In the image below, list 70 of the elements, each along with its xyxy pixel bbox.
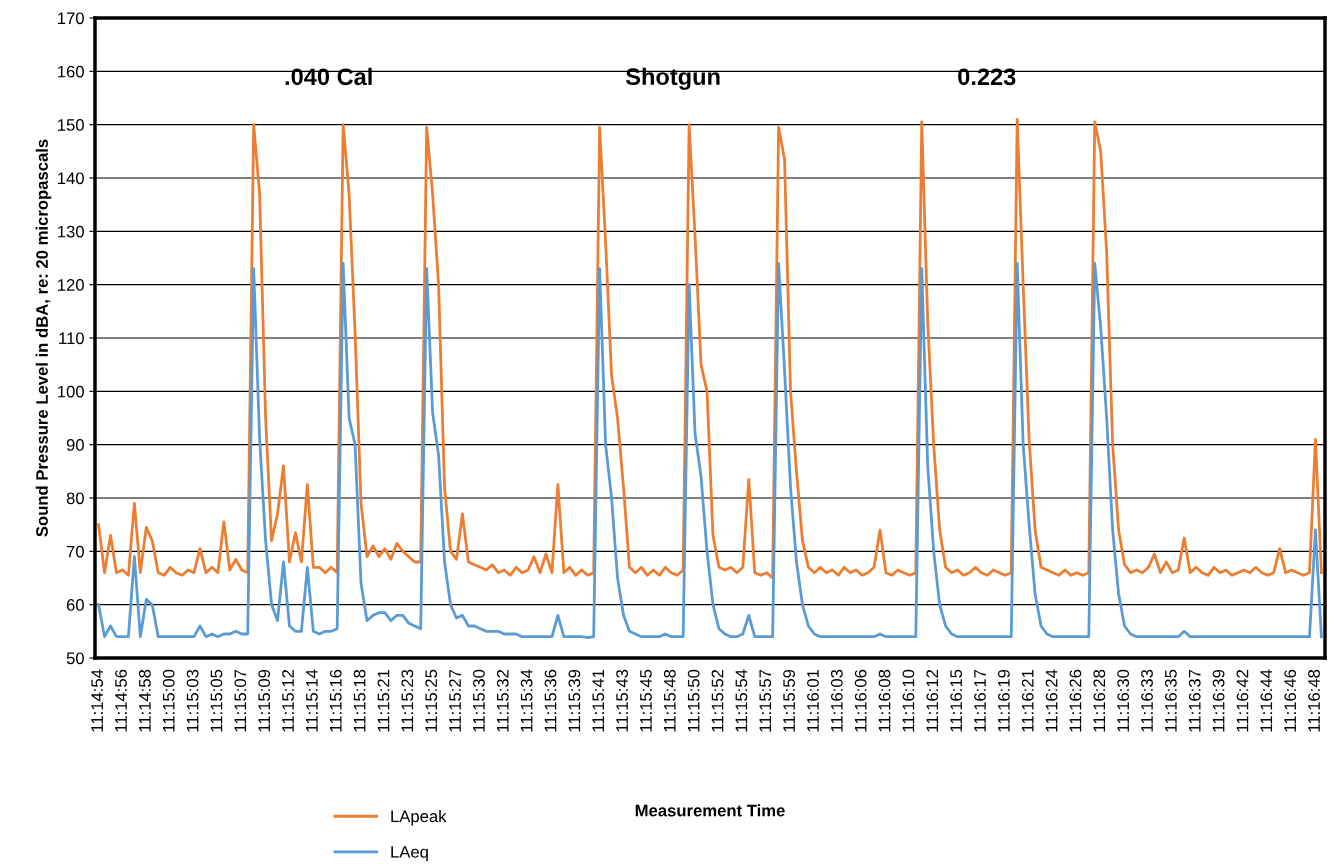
x-tick-label: 11:15:27 bbox=[449, 669, 461, 732]
x-axis-title: Measurement Time bbox=[635, 804, 785, 817]
x-tick-label: 11:16:30 bbox=[1117, 669, 1130, 732]
x-tick-label: 11:16:39 bbox=[1212, 669, 1225, 732]
x-tick-label: 11:15:00 bbox=[162, 669, 175, 732]
x-tick-label: 11:15:48 bbox=[663, 669, 676, 732]
y-tick-label: 130 bbox=[58, 225, 84, 238]
x-tick-label: 11:15:57 bbox=[759, 669, 772, 732]
x-tick-label: 11:16:10 bbox=[902, 669, 915, 732]
x-tick-label: 11:15:54 bbox=[735, 669, 748, 732]
x-tick-label: 11:16:48 bbox=[1308, 669, 1320, 732]
x-tick-label: 11:15:25 bbox=[425, 669, 438, 732]
x-tick-label: 11:16:12 bbox=[926, 669, 939, 732]
x-tick-label: 11:15:23 bbox=[401, 669, 414, 732]
x-tick-label: 11:16:17 bbox=[974, 669, 986, 732]
x-tick-label: 11:15:09 bbox=[258, 669, 271, 732]
x-tick-label: 11:16:42 bbox=[1236, 669, 1249, 732]
x-tick-label: 11:15:18 bbox=[353, 669, 366, 732]
x-tick-label: 11:15:30 bbox=[473, 669, 485, 732]
y-tick-label: 90 bbox=[66, 439, 84, 451]
y-tick-label: 150 bbox=[58, 119, 84, 131]
x-tick-label: 11:15:03 bbox=[186, 669, 199, 732]
annotation: Shotgun bbox=[625, 67, 720, 90]
x-tick-label: 11:15:12 bbox=[282, 669, 294, 732]
y-tick-label: 110 bbox=[59, 332, 84, 345]
x-tick-label: 11:16:44 bbox=[1260, 669, 1273, 732]
y-tick-label: 140 bbox=[58, 172, 84, 185]
y-tick-label: 100 bbox=[58, 385, 84, 398]
x-tick-label: 11:15:21 bbox=[377, 669, 390, 732]
x-tick-label: 11:16:01 bbox=[807, 669, 819, 732]
x-tick-label: 11:16:26 bbox=[1069, 669, 1082, 732]
x-tick-label: 11:15:32 bbox=[496, 669, 509, 732]
x-tick-label: 11:15:50 bbox=[687, 669, 700, 732]
x-tick-label: 11:14:54 bbox=[91, 669, 104, 732]
y-tick-label: 160 bbox=[58, 65, 84, 78]
x-tick-label: 11:16:33 bbox=[1141, 669, 1153, 732]
x-tick-label: 11:15:14 bbox=[306, 669, 318, 732]
x-tick-label: 11:16:46 bbox=[1284, 669, 1297, 732]
x-tick-label: 11:16:15 bbox=[950, 669, 963, 732]
x-tick-label: 11:16:37 bbox=[1188, 669, 1201, 732]
x-tick-label: 11:16:06 bbox=[854, 669, 867, 732]
y-axis-title: Sound Pressure Level in dBA, re: 20 micropascals bbox=[35, 139, 52, 537]
x-tick-label: 11:15:41 bbox=[592, 669, 605, 732]
y-tick-label: 50 bbox=[66, 652, 84, 665]
x-tick-label: 11:16:35 bbox=[1164, 669, 1177, 732]
x-tick-label: 11:15:52 bbox=[711, 669, 724, 732]
legend-label: LAeq bbox=[391, 846, 428, 862]
x-tick-label: 11:14:58 bbox=[138, 669, 151, 732]
legend-label: LApeak bbox=[391, 810, 447, 826]
y-tick-label: 60 bbox=[66, 599, 84, 611]
y-tick-label: 80 bbox=[66, 492, 84, 505]
x-tick-label: 11:16:03 bbox=[830, 669, 843, 732]
x-tick-label: 11:16:28 bbox=[1093, 669, 1106, 732]
x-tick-label: 11:15:59 bbox=[783, 669, 795, 732]
x-tick-label: 11:15:07 bbox=[234, 669, 247, 732]
x-tick-label: 11:15:43 bbox=[616, 669, 628, 732]
x-tick-label: 11:16:24 bbox=[1045, 669, 1058, 732]
x-tick-label: 11:15:05 bbox=[210, 669, 223, 732]
x-tick-label: 11:15:34 bbox=[520, 669, 533, 732]
x-tick-label: 11:15:39 bbox=[568, 669, 581, 732]
x-tick-label: 11:16:21 bbox=[1021, 669, 1034, 732]
x-tick-label: 11:15:45 bbox=[640, 669, 652, 732]
x-tick-label: 11:16:08 bbox=[878, 669, 891, 732]
x-tick-label: 11:16:19 bbox=[997, 669, 1010, 732]
x-tick-label: 11:15:16 bbox=[329, 669, 342, 732]
y-tick-label: 120 bbox=[58, 279, 84, 291]
x-tick-label: 11:15:36 bbox=[544, 669, 557, 732]
x-tick-label: 11:14:56 bbox=[115, 669, 127, 732]
y-tick-label: 170 bbox=[58, 12, 84, 25]
y-tick-label: 70 bbox=[66, 545, 84, 558]
